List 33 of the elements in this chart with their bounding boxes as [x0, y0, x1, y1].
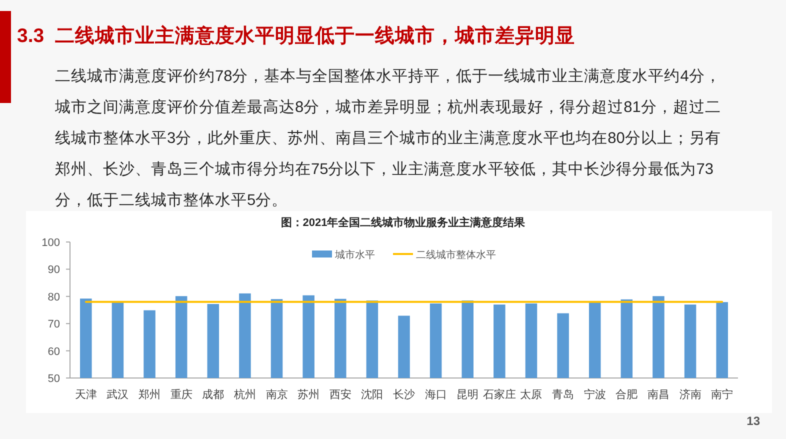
legend-label: 二线城市整体水平 — [416, 249, 496, 261]
y-tick-label: 100 — [42, 237, 60, 249]
x-tick-label: 宁波 — [584, 388, 606, 401]
y-tick-label: 50 — [48, 373, 60, 385]
x-tick-label: 南京 — [266, 388, 288, 401]
x-tick-label: 杭州 — [232, 388, 256, 401]
x-tick-label: 成都 — [202, 388, 224, 401]
x-tick-label: 沈阳 — [361, 388, 384, 401]
x-tick-label: 太原 — [520, 388, 542, 401]
chart-title: 3.3 二线城市业主满意度水平明显低于一线城市，城市差异明显 — [17, 24, 575, 49]
x-tick-label: 天津 — [74, 388, 97, 401]
x-tick-label: 长沙 — [393, 388, 415, 401]
y-tick-label: 60 — [48, 346, 60, 358]
x-tick-label: 重庆 — [170, 388, 192, 401]
chart-subtitle: 二线城市满意度评价约78分，基本与全国整体水平持平，低于一线城市业主满意度水平约4分，城市之间满意度评价分值差最高达8分，城市差异明显；杭州表现最好，得分超过81分，超过二线城市整体水平3分，此外重庆、苏州、南昌三个城市的业主满意度水平也均在80分以上；另有郑州、长沙、青岛三个城市得分均在75分以下，业主满意度水平较低，其中长沙得分最低为73分，低于二线城市整体水平5分。 — [55, 66, 722, 211]
x-tick-label: 武汉 — [106, 388, 129, 401]
y-tick-label: 70 — [48, 318, 60, 331]
text: 13 — [746, 414, 760, 428]
x-tick-label: 济南 — [679, 388, 702, 401]
x-tick-label: 海口 — [424, 389, 447, 401]
x-tick-label: 郑州 — [138, 388, 161, 401]
y-tick-label: 90 — [48, 264, 60, 276]
x-tick-label: 合肥 — [616, 388, 638, 401]
x-tick-label: 昆明 — [456, 389, 479, 401]
y-tick-label: 80 — [48, 291, 60, 304]
x-tick-label: 青岛 — [552, 388, 574, 401]
x-tick-label: 南昌 — [647, 388, 670, 401]
legend-label: 城市水平 — [334, 249, 375, 261]
x-tick-label: 苏州 — [298, 388, 320, 401]
text: 图：2021年全国二线城市物业服务业主满意度结果 — [280, 216, 526, 229]
x-tick-label: 南宁 — [711, 388, 734, 401]
x-tick-label: 石家庄 — [482, 388, 516, 401]
x-tick-label: 西安 — [329, 388, 352, 401]
